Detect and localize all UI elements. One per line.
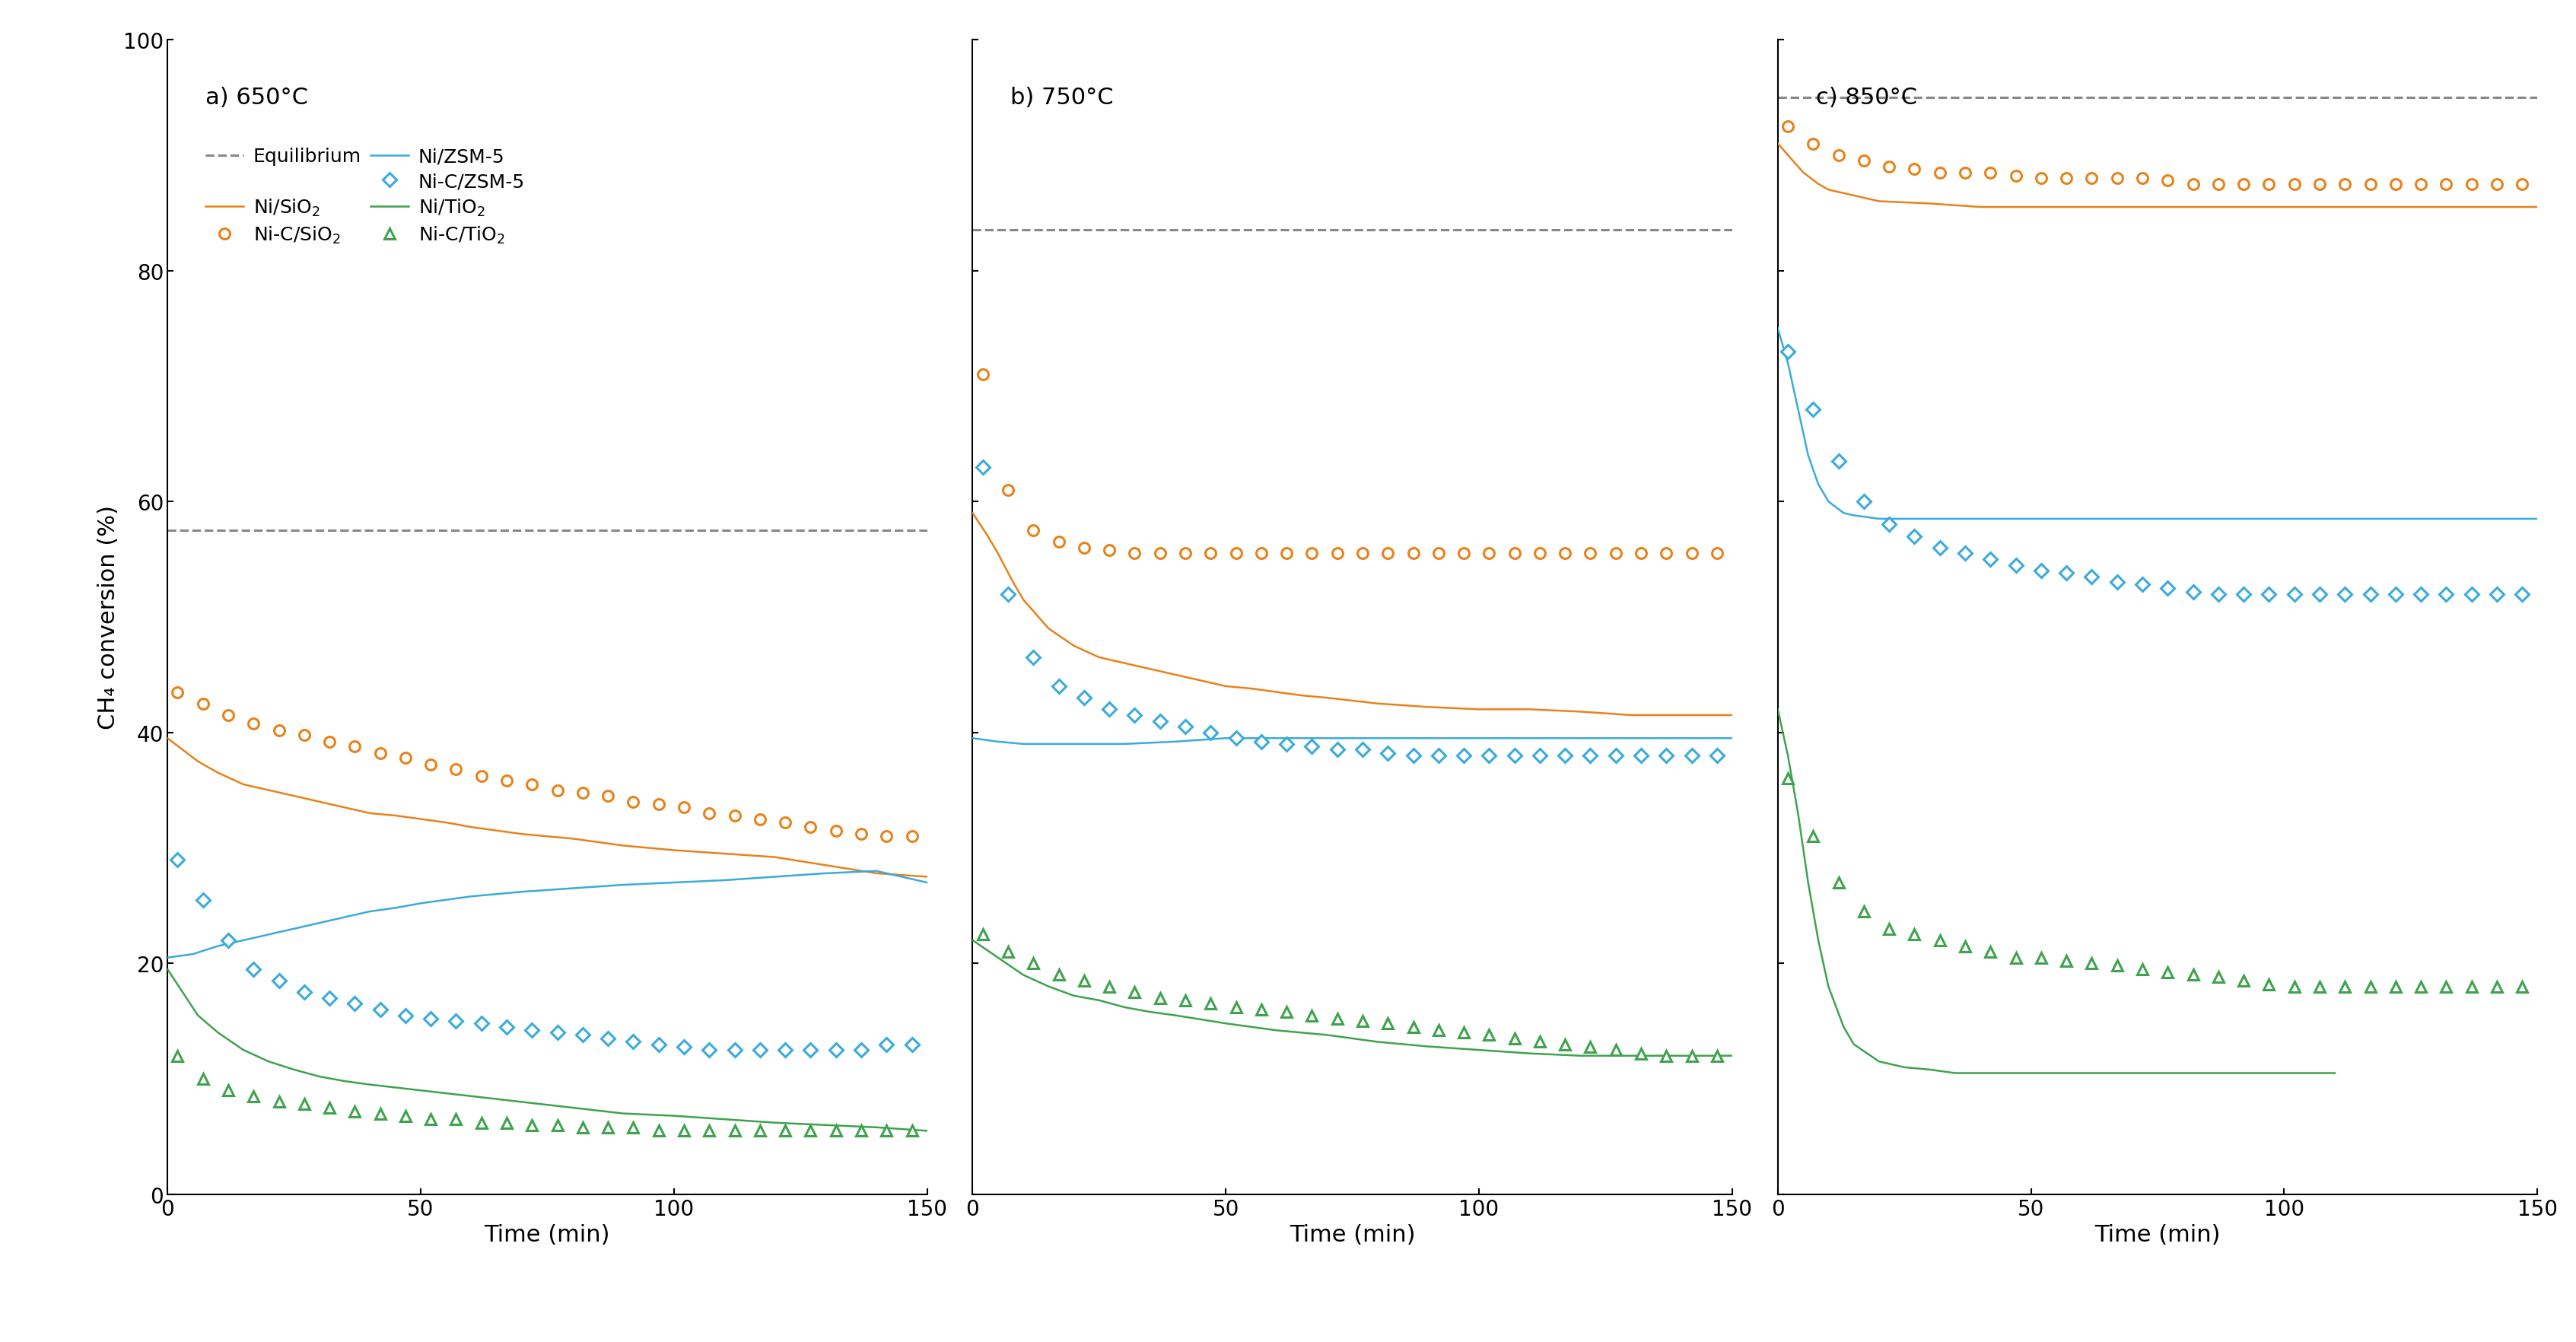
Legend: Equilibrium, , Ni/SiO$_2$, Ni-C/SiO$_2$, Ni/ZSM-5, Ni-C/ZSM-5, Ni/TiO$_2$, Ni-C/: Equilibrium, , Ni/SiO$_2$, Ni-C/SiO$_2$,… xyxy=(201,142,531,251)
Text: a) 650°C: a) 650°C xyxy=(206,86,309,109)
Text: c) 850°C: c) 850°C xyxy=(1816,86,1917,109)
Text: b) 750°C: b) 750°C xyxy=(1010,86,1113,109)
X-axis label: Time (min): Time (min) xyxy=(484,1224,611,1245)
Y-axis label: CH₄ conversion (%): CH₄ conversion (%) xyxy=(98,505,118,730)
X-axis label: Time (min): Time (min) xyxy=(2094,1224,2221,1245)
X-axis label: Time (min): Time (min) xyxy=(1291,1224,1414,1245)
